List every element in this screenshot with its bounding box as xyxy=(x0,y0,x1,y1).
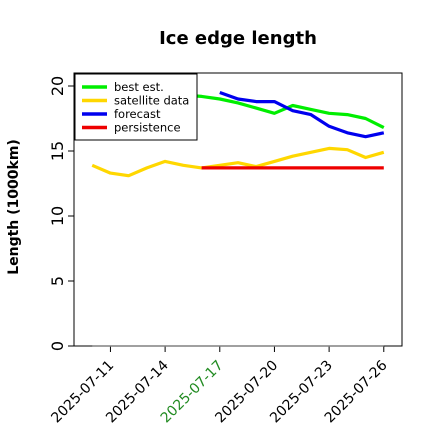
legend: best est.satellite dataforecastpersisten… xyxy=(74,73,198,141)
y-tick-label: 10 xyxy=(48,206,67,226)
chart-title: Ice edge length xyxy=(159,28,317,49)
y-tick-label: 0 xyxy=(48,341,67,351)
legend-label: satellite data xyxy=(114,94,189,108)
legend-label: persistence xyxy=(114,121,181,135)
y-tick-label: 15 xyxy=(48,141,67,161)
legend-label: forecast xyxy=(114,107,161,121)
y-tick-label: 5 xyxy=(48,276,67,286)
series-line-forecast xyxy=(219,90,385,139)
y-axis-label: Length (1000km) xyxy=(6,139,22,275)
series-line-satellite-data xyxy=(91,146,385,178)
y-tick-label: 20 xyxy=(48,76,67,96)
legend-label: best est. xyxy=(114,80,164,94)
